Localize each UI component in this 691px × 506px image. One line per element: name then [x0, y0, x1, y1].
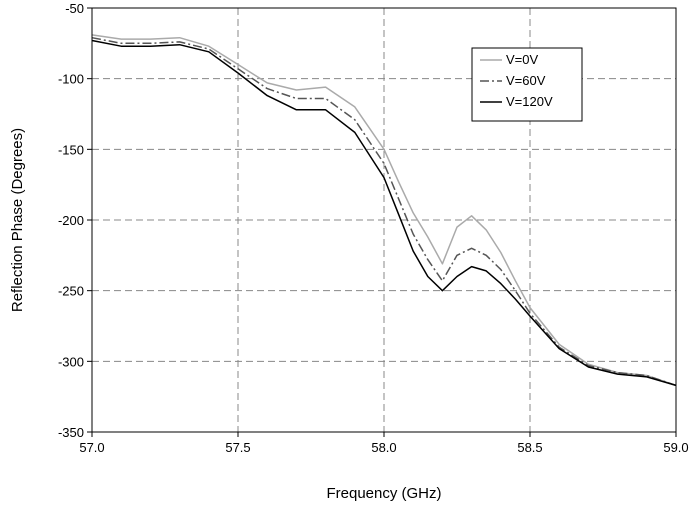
series-line-0 [91, 34, 677, 387]
x-tick-label: 57.0 [79, 440, 104, 455]
series-line-2 [91, 39, 677, 387]
legend-label: V=60V [506, 73, 546, 88]
x-tick-label: 58.0 [371, 440, 396, 455]
y-tick-label: -250 [58, 284, 84, 299]
y-tick-label: -350 [58, 425, 84, 440]
y-tick-label: -300 [58, 354, 84, 369]
axis-ticks [87, 7, 677, 437]
x-axis-title: Frequency (GHz) [326, 485, 441, 502]
series-line-1 [91, 36, 677, 387]
legend-label: V=120V [506, 94, 553, 109]
y-tick-label: -50 [65, 1, 84, 16]
x-tick-label: 59.0 [663, 440, 688, 455]
y-axis-title: Reflection Phase (Degrees) [9, 128, 26, 312]
series-lines [91, 34, 677, 387]
x-tick-label: 57.5 [225, 440, 250, 455]
x-tick-label: 58.5 [517, 440, 542, 455]
legend-label: V=0V [506, 52, 538, 67]
grid-lines [92, 8, 676, 432]
x-tick-labels: 57.0 57.5 58.0 58.5 59.0 [79, 440, 688, 455]
y-tick-labels: -350 -300 -250 -200 -150 -100 -50 [58, 1, 84, 440]
y-tick-label: -100 [58, 72, 84, 87]
y-tick-label: -200 [58, 213, 84, 228]
y-tick-label: -150 [58, 142, 84, 157]
legend: V=0V V=60V V=120V [471, 47, 583, 122]
